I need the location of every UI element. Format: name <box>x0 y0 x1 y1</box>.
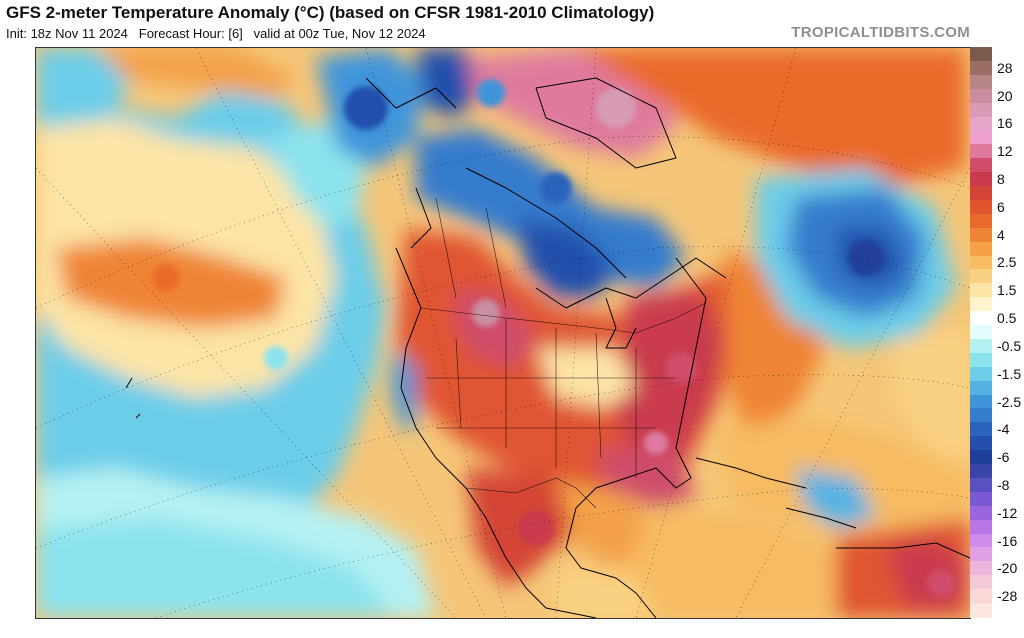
colorbar-label: -1.5 <box>997 365 1022 382</box>
colorbar-swatch <box>970 422 992 437</box>
map-subtitle: Init: 18z Nov 11 2024 Forecast Hour: [6]… <box>6 26 426 41</box>
colorbar-swatch <box>970 186 992 201</box>
colorbar-swatch <box>970 505 992 521</box>
colorbar-swatch <box>970 116 992 131</box>
colorbar-swatch <box>970 603 992 618</box>
site-credit: TROPICALTIDBITS.COM <box>791 24 970 41</box>
colorbar: 28 20 16 12 8 6 4 2.5 1.5 0.5 -0.5 -1.5 -2.5 -4 -6 -8 -1… <box>970 47 1024 618</box>
colorbar-swatch <box>970 47 992 62</box>
colorbar-label: 20 <box>997 87 1013 104</box>
anomaly-fields <box>36 48 970 618</box>
colorbar-swatch <box>970 60 992 76</box>
colorbar-label: 12 <box>997 143 1013 160</box>
colorbar-swatch <box>970 158 992 173</box>
anomaly-map-svg <box>36 48 970 618</box>
colorbar-swatch <box>970 519 992 535</box>
borders <box>420 197 707 509</box>
colorbar-swatch <box>970 255 992 271</box>
valid-time: valid at 00z Tue, Nov 12 2024 <box>253 26 426 41</box>
colorbar-swatch <box>970 380 992 396</box>
colorbar-label: -16 <box>997 532 1018 549</box>
colorbar-label: 28 <box>997 59 1013 76</box>
colorbar-swatch <box>970 561 992 576</box>
colorbar-swatch <box>970 130 992 145</box>
colorbar-swatch <box>970 450 992 465</box>
map-title: GFS 2-meter Temperature Anomaly (°C) (ba… <box>6 3 655 22</box>
colorbar-swatch <box>970 74 992 90</box>
colorbar-swatch <box>970 172 992 187</box>
colorbar-swatch <box>970 227 992 243</box>
colorbar-swatch <box>970 325 992 340</box>
colorbar-swatch <box>970 311 992 326</box>
colorbar-label: -28 <box>997 588 1018 605</box>
colorbar-label: -0.5 <box>997 337 1022 354</box>
colorbar-swatch <box>970 213 992 229</box>
colorbar-label: 16 <box>997 115 1013 132</box>
colorbar-label: -8 <box>997 476 1010 493</box>
colorbar-swatch <box>970 199 992 215</box>
colorbar-label: 1.5 <box>997 282 1017 299</box>
colorbar-swatch <box>970 88 992 104</box>
colorbar-label: -2.5 <box>997 393 1022 410</box>
colorbar-label: -12 <box>997 504 1018 521</box>
colorbar-swatch <box>970 241 992 257</box>
colorbar-swatch <box>970 491 992 507</box>
colorbar-swatch <box>970 352 992 368</box>
colorbar-label: 2.5 <box>997 254 1017 271</box>
colorbar-swatch <box>970 533 992 549</box>
colorbar-swatch <box>970 408 992 423</box>
graticule <box>36 48 970 618</box>
colorbar-swatch <box>970 589 992 604</box>
colorbar-swatch <box>970 366 992 382</box>
colorbar-swatch <box>970 102 992 118</box>
colorbar-swatch <box>970 464 992 479</box>
colorbar-label: -20 <box>997 560 1018 577</box>
colorbar-swatch <box>970 144 992 159</box>
colorbar-swatch <box>970 283 992 298</box>
anomaly-map <box>35 47 971 619</box>
colorbar-swatch <box>970 394 992 410</box>
coastlines <box>125 77 970 618</box>
colorbar-label: -4 <box>997 421 1010 438</box>
colorbar-label: 6 <box>997 198 1005 215</box>
init-time: Init: 18z Nov 11 2024 <box>6 26 128 41</box>
forecast-hour: Forecast Hour: [6] <box>138 26 243 41</box>
colorbar-label: 8 <box>997 171 1005 188</box>
colorbar-swatch <box>970 436 992 451</box>
colorbar-swatch <box>970 269 992 284</box>
colorbar-label: 0.5 <box>997 310 1017 327</box>
colorbar-label: 4 <box>997 226 1005 243</box>
colorbar-swatch <box>970 547 992 562</box>
colorbar-label: -6 <box>997 449 1010 466</box>
colorbar-swatch <box>970 575 992 590</box>
anomaly-detail <box>152 79 955 597</box>
colorbar-swatch <box>970 338 992 354</box>
colorbar-swatch <box>970 297 992 312</box>
colorbar-swatch <box>970 477 992 493</box>
